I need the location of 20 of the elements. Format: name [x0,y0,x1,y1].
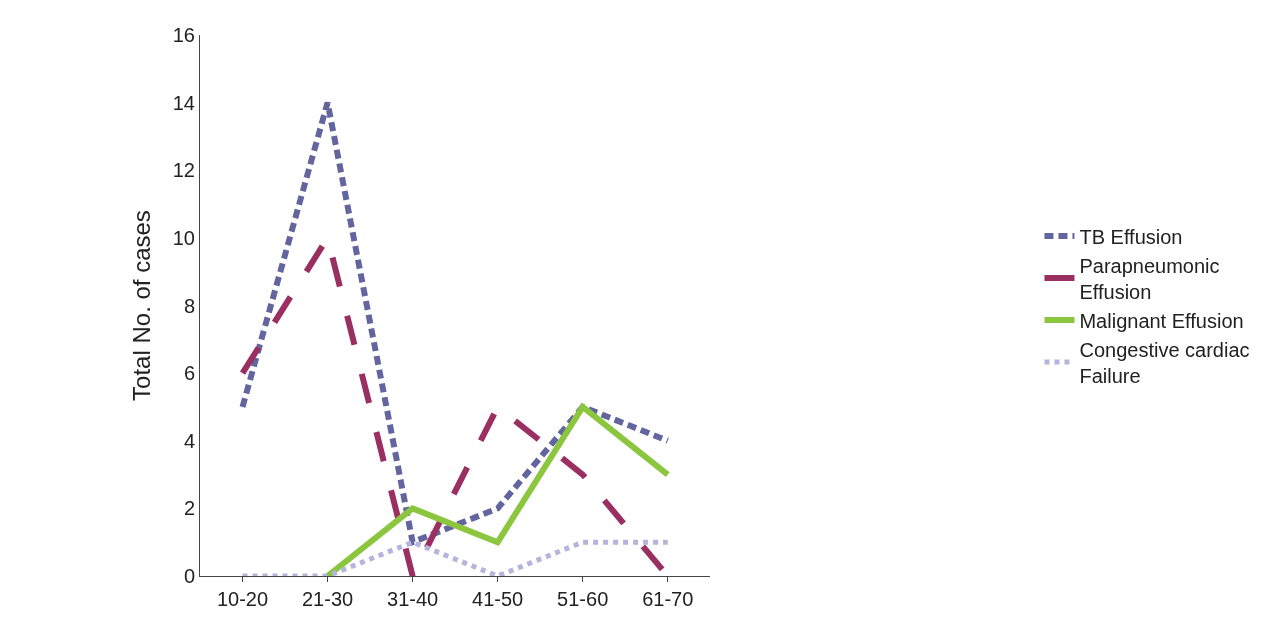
y-tick-label: 2 [183,497,195,520]
legend-label: Malignant Effusion [1079,309,1244,332]
x-tick-label: 10-20 [216,588,269,610]
x-tick-label: 51-60 [557,588,609,610]
y-tick-label: 16 [172,24,195,46]
y-tick-label: 0 [183,565,195,587]
x-tick-label: 61-70 [642,588,694,610]
x-tick-label: 31-40 [387,588,439,610]
y-tick-label: 10 [172,226,195,249]
x-tick-label: 21-30 [301,588,354,610]
y-tick-label: 6 [183,362,195,385]
y-tick-label: 12 [172,159,195,182]
legend-label: Congestive cardiac Failure [1079,338,1250,387]
legend-label: TB Effusion [1079,225,1183,248]
legend-label: Parapneumonic Effusion [1079,254,1220,303]
y-tick-label: 4 [183,429,195,452]
y-axis-title: Total No. of cases [127,210,155,401]
y-tick-label: 8 [183,294,195,317]
x-tick-label: 41-50 [472,588,524,610]
y-tick-label: 14 [172,91,195,114]
